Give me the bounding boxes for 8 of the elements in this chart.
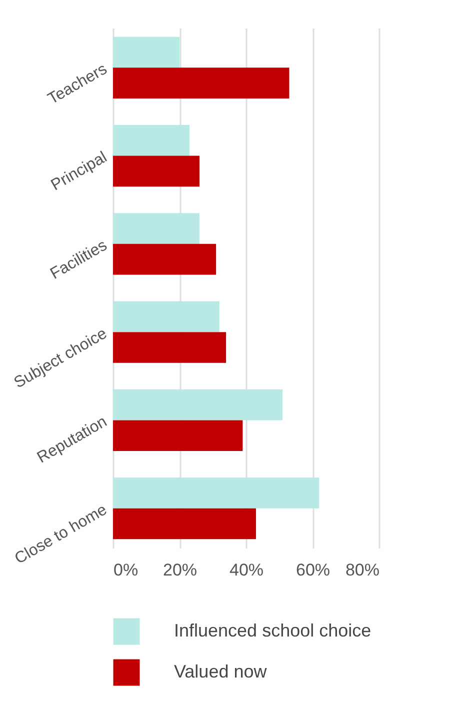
x-tick-label: 40% bbox=[229, 560, 264, 580]
x-tick-label: 80% bbox=[345, 560, 380, 580]
y-tick-label: Close to home bbox=[12, 501, 110, 568]
x-tick-label: 20% bbox=[162, 560, 198, 580]
x-tick-label: 60% bbox=[296, 560, 330, 580]
legend-label: Influenced school choice bbox=[174, 620, 372, 640]
x-tick-label: 0% bbox=[114, 560, 138, 580]
legend-label: Valued now bbox=[174, 662, 268, 682]
